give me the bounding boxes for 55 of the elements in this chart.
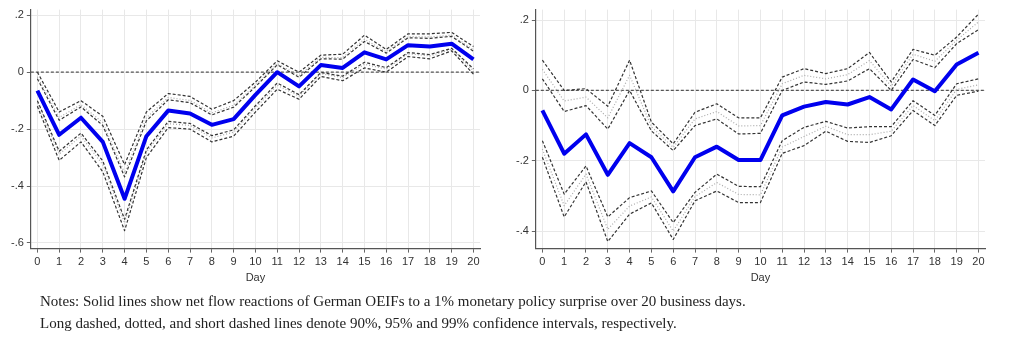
x-axis-title: Day [750, 271, 771, 284]
x-tick-label: 15 [863, 255, 876, 268]
x-tick-label: 2 [77, 255, 85, 268]
x-tick-label: 0 [539, 255, 546, 268]
x-tick-label: 12 [797, 255, 811, 268]
x-tick-label: 9 [735, 255, 742, 268]
x-tick-label: 14 [336, 255, 349, 268]
x-tick-label: 20 [467, 255, 480, 268]
x-tick-label: 1 [561, 255, 568, 268]
x-tick-label: 7 [186, 255, 194, 268]
x-tick-label: 3 [604, 255, 611, 268]
x-tick-label: 16 [380, 255, 393, 268]
y-tick-label: .2 [14, 8, 24, 21]
x-tick-label: 2 [582, 255, 590, 268]
x-tick-label: 5 [143, 255, 150, 268]
x-tick-label: 8 [208, 255, 215, 268]
y-tick-label: -.4 [10, 179, 24, 192]
x-tick-label: 8 [713, 255, 720, 268]
x-tick-label: 16 [885, 255, 898, 268]
text: Long dashed, dotted, and short dashed lines denote 90%, 95% and 99% confidence intervals, respectively. [40, 314, 678, 333]
x-tick-label: 19 [445, 255, 458, 268]
x-tick-label: 13 [819, 255, 832, 268]
x-tick-label: 10 [249, 255, 262, 268]
x-tick-label: 5 [648, 255, 655, 268]
x-tick-label: 18 [423, 255, 436, 268]
x-tick-label: 9 [230, 255, 237, 268]
x-tick-label: 15 [358, 255, 371, 268]
y-tick-label: 0 [17, 65, 24, 78]
x-tick-label: 18 [928, 255, 941, 268]
x-tick-label: 14 [841, 255, 854, 268]
y-tick-label: -.2 [515, 153, 529, 166]
x-tick-label: 1 [56, 255, 63, 268]
x-tick-label: 11 [271, 255, 283, 268]
x-tick-label: 10 [754, 255, 767, 268]
x-tick-label: 6 [670, 255, 677, 268]
x-tick-label: 11 [776, 255, 788, 268]
y-tick-label: -.4 [515, 224, 529, 237]
x-axis-title: Day [245, 271, 266, 284]
x-tick-label: 20 [972, 255, 985, 268]
x-tick-label: 19 [950, 255, 963, 268]
x-tick-label: 12 [292, 255, 306, 268]
x-tick-label: 17 [906, 255, 920, 268]
x-tick-label: 6 [165, 255, 172, 268]
x-tick-label: 17 [401, 255, 415, 268]
x-tick-label: 7 [691, 255, 699, 268]
text: Notes: Solid lines show net flow reactions of German OEIFs to a 1% monetary policy surprise over 20 business days. [40, 292, 746, 311]
y-tick-label: -.2 [10, 122, 24, 135]
x-tick-label: 4 [626, 255, 633, 268]
y-tick-label: -.6 [10, 235, 24, 248]
x-tick-label: 0 [34, 255, 41, 268]
x-tick-label: 4 [121, 255, 128, 268]
y-tick-label: .2 [519, 13, 529, 26]
x-tick-label: 3 [99, 255, 106, 268]
y-tick-label: 0 [522, 83, 529, 96]
x-tick-label: 13 [314, 255, 327, 268]
